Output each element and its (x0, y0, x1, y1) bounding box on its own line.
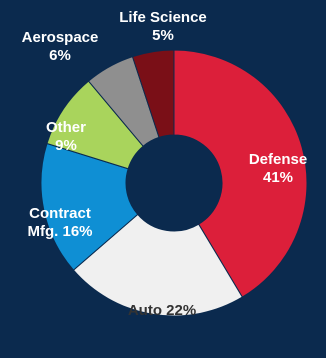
data-label-other: Other 9% (46, 119, 86, 154)
data-label-aerospace: Aerospace 6% (22, 29, 99, 64)
data-label-life-science: Life Science 5% (119, 9, 207, 44)
data-label-line: 9% (55, 137, 77, 154)
data-label-line: Contract (29, 205, 91, 222)
data-label-auto: Auto 22% (128, 302, 196, 319)
data-label-line: 6% (49, 47, 71, 64)
data-label-contract-mfg: Contract Mfg. 16% (27, 205, 92, 240)
data-label-defense: Defense 41% (249, 151, 307, 186)
data-label-line: Aerospace (22, 29, 99, 46)
data-label-line: Life Science (119, 9, 207, 26)
data-label-line: 5% (152, 27, 174, 44)
data-label-line: Other (46, 119, 86, 136)
data-label-line: Auto 22% (128, 302, 196, 319)
data-label-line: Defense (249, 151, 307, 168)
data-label-line: 41% (263, 169, 293, 186)
data-label-line: Mfg. 16% (27, 223, 92, 240)
donut-hole (126, 135, 222, 231)
